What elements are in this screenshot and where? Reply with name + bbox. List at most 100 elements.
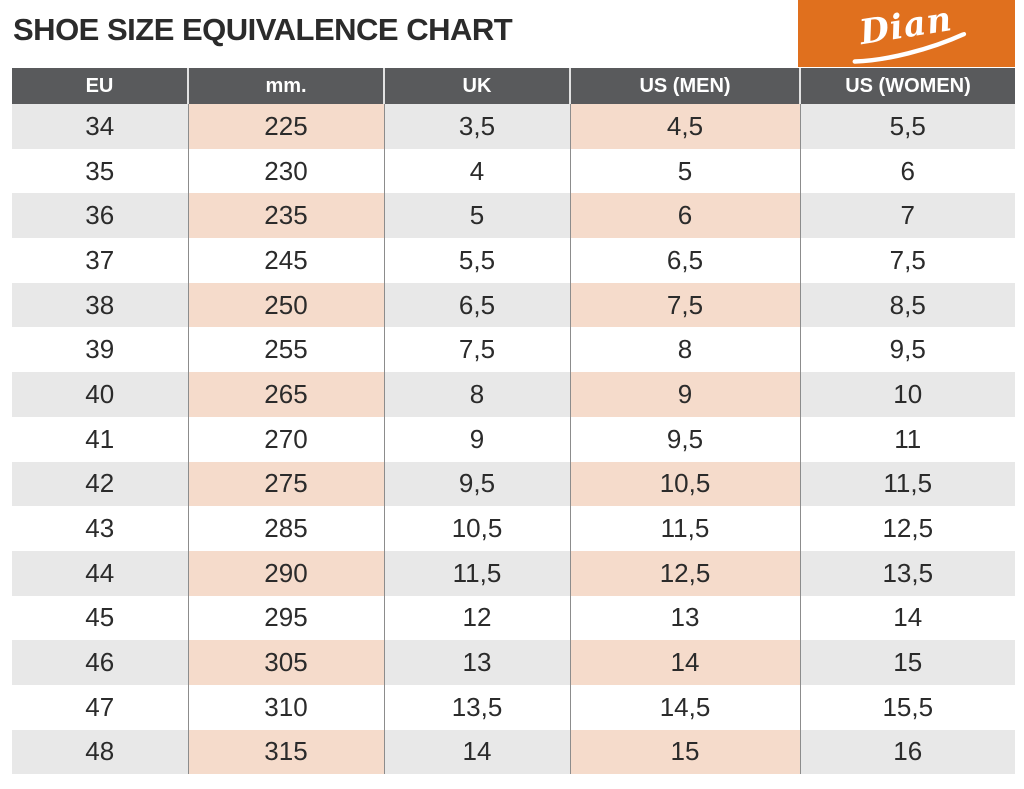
table-cell: 7,5 xyxy=(799,238,1015,283)
logo-underline-flourish xyxy=(852,31,966,64)
column-header-us-men: US (MEN) xyxy=(569,68,800,104)
table-row: 43 285 10,5 11,5 12,5 xyxy=(12,506,1015,551)
table-row: 39 255 7,5 8 9,5 xyxy=(12,327,1015,373)
table-cell: 36 xyxy=(12,193,188,239)
table-cell: 46 xyxy=(12,640,188,685)
table-row: 47 310 13,5 14,5 15,5 xyxy=(12,684,1015,730)
table-cell: 245 xyxy=(187,238,384,283)
table-cell: 15 xyxy=(799,640,1015,685)
table-cell: 14 xyxy=(383,729,570,775)
table-cell: 43 xyxy=(12,506,188,551)
table-cell: 8,5 xyxy=(799,282,1015,328)
column-header-us-women: US (WOMEN) xyxy=(799,68,1015,104)
table-row: 37 245 5,5 6,5 7,5 xyxy=(12,238,1015,283)
table-cell: 47 xyxy=(12,684,188,730)
table-cell: 6,5 xyxy=(383,282,570,328)
table-cell: 14 xyxy=(569,640,800,685)
table-cell: 13,5 xyxy=(383,684,570,730)
table-cell: 40 xyxy=(12,372,188,417)
table-cell: 13,5 xyxy=(799,550,1015,596)
table-cell: 41 xyxy=(12,416,188,462)
table-cell: 7,5 xyxy=(383,327,570,373)
table-cell: 34 xyxy=(12,104,188,149)
table-cell: 9,5 xyxy=(569,416,800,462)
table-row: 36 235 5 6 7 xyxy=(12,193,1015,239)
table-header-row: EU mm. UK US (MEN) US (WOMEN) xyxy=(12,68,1015,104)
page-title: SHOE SIZE EQUIVALENCE CHART xyxy=(13,12,513,47)
table-cell: 8 xyxy=(383,372,570,417)
table-cell: 6 xyxy=(799,148,1015,194)
table-cell: 13 xyxy=(569,595,800,641)
table-cell: 5 xyxy=(383,193,570,239)
table-cell: 44 xyxy=(12,550,188,596)
size-equivalence-table: EU mm. UK US (MEN) US (WOMEN) 34 225 3,5 4,… xyxy=(12,68,1015,775)
table-cell: 225 xyxy=(187,104,384,149)
table-cell: 48 xyxy=(12,729,188,775)
table-body: 34 225 3,5 4,5 5,5 35 230 4 5 6 36 235 5 6 7 37 245 5,5 6,… xyxy=(12,104,1015,775)
table-cell: 8 xyxy=(569,327,800,373)
table-row: 45 295 12 13 14 xyxy=(12,595,1015,641)
table-cell: 38 xyxy=(12,282,188,328)
table-row: 44 290 11,5 12,5 13,5 xyxy=(12,550,1015,596)
table-cell: 7 xyxy=(799,193,1015,239)
column-header-mm: mm. xyxy=(187,68,384,104)
table-cell: 230 xyxy=(187,148,384,194)
brand-logo: Dian xyxy=(798,0,1015,67)
table-cell: 45 xyxy=(12,595,188,641)
table-cell: 6 xyxy=(569,193,800,239)
table-cell: 5 xyxy=(569,148,800,194)
table-cell: 10,5 xyxy=(569,461,800,507)
table-cell: 37 xyxy=(12,238,188,283)
table-cell: 15,5 xyxy=(799,684,1015,730)
table-row: 35 230 4 5 6 xyxy=(12,148,1015,194)
table-cell: 310 xyxy=(187,684,384,730)
table-cell: 14,5 xyxy=(569,684,800,730)
table-cell: 9,5 xyxy=(799,327,1015,373)
table-cell: 15 xyxy=(569,729,800,775)
table-row: 48 315 14 15 16 xyxy=(12,729,1015,775)
table-cell: 7,5 xyxy=(569,282,800,328)
table-row: 34 225 3,5 4,5 5,5 xyxy=(12,104,1015,149)
table-cell: 11 xyxy=(799,416,1015,462)
table-cell: 315 xyxy=(187,729,384,775)
column-header-uk: UK xyxy=(383,68,570,104)
table-header: EU mm. UK US (MEN) US (WOMEN) xyxy=(12,68,1015,104)
column-header-eu: EU xyxy=(12,68,188,104)
table-cell: 12 xyxy=(383,595,570,641)
table-cell: 39 xyxy=(12,327,188,373)
table-cell: 11,5 xyxy=(799,461,1015,507)
table-cell: 295 xyxy=(187,595,384,641)
table-cell: 255 xyxy=(187,327,384,373)
table-cell: 12,5 xyxy=(799,506,1015,551)
table-cell: 305 xyxy=(187,640,384,685)
table-cell: 10,5 xyxy=(383,506,570,551)
brand-logo-inner: Dian xyxy=(843,0,969,66)
table-cell: 16 xyxy=(799,729,1015,775)
table-row: 40 265 8 9 10 xyxy=(12,372,1015,417)
table-cell: 5,5 xyxy=(799,104,1015,149)
table-cell: 265 xyxy=(187,372,384,417)
table-cell: 35 xyxy=(12,148,188,194)
table-cell: 4,5 xyxy=(569,104,800,149)
table-row: 41 270 9 9,5 11 xyxy=(12,416,1015,462)
table-row: 46 305 13 14 15 xyxy=(12,640,1015,685)
table-cell: 9,5 xyxy=(383,461,570,507)
table-cell: 42 xyxy=(12,461,188,507)
table-cell: 285 xyxy=(187,506,384,551)
table-row: 38 250 6,5 7,5 8,5 xyxy=(12,282,1015,328)
table-cell: 12,5 xyxy=(569,550,800,596)
table-cell: 14 xyxy=(799,595,1015,641)
table-cell: 4 xyxy=(383,148,570,194)
table-cell: 13 xyxy=(383,640,570,685)
table-cell: 270 xyxy=(187,416,384,462)
table-cell: 9 xyxy=(383,416,570,462)
table-cell: 275 xyxy=(187,461,384,507)
table-cell: 9 xyxy=(569,372,800,417)
table-cell: 6,5 xyxy=(569,238,800,283)
table-row: 42 275 9,5 10,5 11,5 xyxy=(12,461,1015,507)
table-cell: 3,5 xyxy=(383,104,570,149)
table-cell: 10 xyxy=(799,372,1015,417)
table-cell: 11,5 xyxy=(383,550,570,596)
table-cell: 5,5 xyxy=(383,238,570,283)
